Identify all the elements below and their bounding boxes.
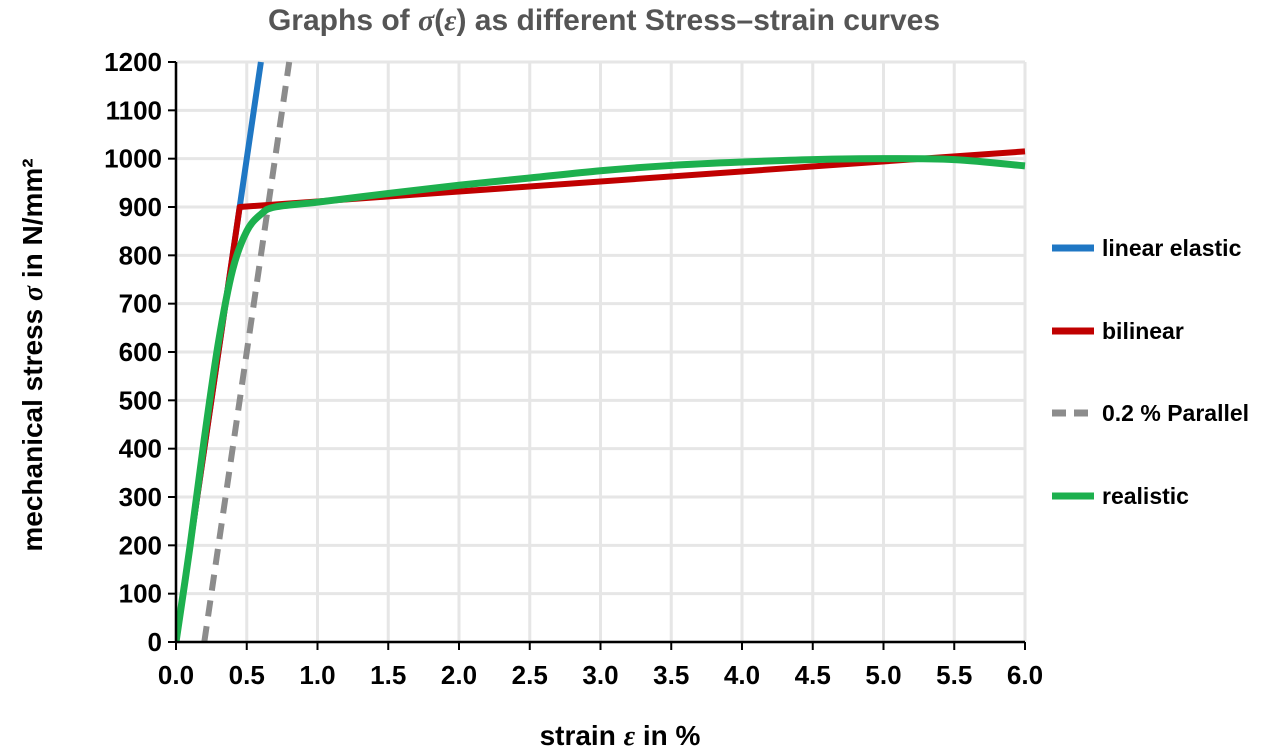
x-tick-label: 5.5 <box>936 660 972 690</box>
x-tick-label: 1.5 <box>370 660 406 690</box>
y-tick-label: 1100 <box>106 95 162 125</box>
grid-lines <box>174 60 1027 644</box>
y-tick-label: 0 <box>148 627 162 657</box>
y-axis-label: mechanical stress σ in N/mm² <box>17 158 49 551</box>
series-layer <box>176 61 1026 643</box>
y-tick-label: 1000 <box>104 144 162 174</box>
y-tick-label: 700 <box>119 289 162 319</box>
y-tick-label: 300 <box>119 482 162 512</box>
x-tick-labels: 0.0 0.5 1.0 1.5 2.0 2.5 3.0 3.5 4.0 4.5 5.0 5.5 6.0 <box>158 660 1043 690</box>
legend-label: bilinear <box>1102 318 1184 344</box>
legend-label: realistic <box>1102 483 1189 509</box>
legend-label: linear elastic <box>1102 235 1242 261</box>
y-tick-labels: 0 100 200 300 400 500 600 700 800 900 1000 1100 1200 <box>104 47 162 657</box>
x-tick-label: 5.0 <box>865 660 901 690</box>
x-tick-label: 6.0 <box>1007 660 1043 690</box>
x-tick-label: 3.5 <box>653 660 689 690</box>
x-tick-label: 4.5 <box>795 660 831 690</box>
legend: linear elastic bilinear 0.2 % Parallel real… <box>1052 235 1249 509</box>
y-tick-label: 400 <box>119 434 162 464</box>
y-tick-label: 500 <box>119 385 162 415</box>
x-tick-label: 2.0 <box>441 660 477 690</box>
y-tick-label: 100 <box>119 579 162 609</box>
x-tick-label: 3.0 <box>582 660 618 690</box>
y-tick-label: 900 <box>119 192 162 222</box>
y-tick-label: 1200 <box>104 47 162 77</box>
y-tick-label: 800 <box>119 240 162 270</box>
series-line-0-2-parallel <box>201 61 293 643</box>
x-tick-label: 0.0 <box>158 660 194 690</box>
x-axis-label: strain ε in % <box>540 720 701 752</box>
series-line-realistic <box>176 155 1026 643</box>
legend-label: 0.2 % Parallel <box>1102 400 1249 426</box>
axes <box>168 61 1026 650</box>
x-tick-label: 2.5 <box>512 660 548 690</box>
x-tick-label: 4.0 <box>724 660 760 690</box>
x-tick-label: 1.0 <box>299 660 335 690</box>
x-tick-label: 0.5 <box>229 660 265 690</box>
chart-title: Graphs of σ(ε) as different Stress–strai… <box>267 4 941 37</box>
y-tick-label: 600 <box>119 337 162 367</box>
y-tick-label: 200 <box>119 530 162 560</box>
